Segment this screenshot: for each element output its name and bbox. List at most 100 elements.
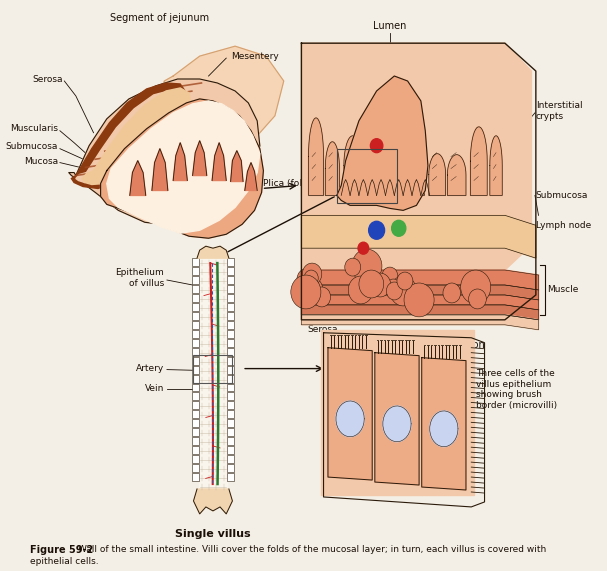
Polygon shape bbox=[447, 155, 466, 195]
Polygon shape bbox=[302, 285, 538, 300]
Polygon shape bbox=[302, 315, 538, 330]
Polygon shape bbox=[328, 348, 372, 480]
Polygon shape bbox=[152, 148, 168, 191]
Bar bbox=[227, 419, 234, 427]
Bar bbox=[227, 339, 234, 347]
Polygon shape bbox=[302, 305, 538, 320]
Bar bbox=[227, 294, 234, 302]
Polygon shape bbox=[212, 143, 226, 180]
Circle shape bbox=[382, 267, 398, 285]
Polygon shape bbox=[72, 83, 186, 188]
Bar bbox=[192, 303, 199, 311]
Bar bbox=[227, 446, 234, 454]
Polygon shape bbox=[302, 43, 505, 195]
Circle shape bbox=[390, 276, 416, 306]
Text: Plica (fold): Plica (fold) bbox=[263, 179, 311, 188]
Bar bbox=[194, 355, 232, 383]
Bar bbox=[227, 303, 234, 311]
Polygon shape bbox=[375, 353, 419, 485]
Text: Mucosa: Mucosa bbox=[24, 157, 58, 166]
Bar bbox=[227, 348, 234, 356]
Text: Figure 59-2: Figure 59-2 bbox=[30, 545, 93, 555]
Text: Single villus: Single villus bbox=[175, 529, 251, 539]
Polygon shape bbox=[321, 330, 474, 495]
Circle shape bbox=[404, 283, 434, 317]
Text: Muscle: Muscle bbox=[548, 286, 578, 295]
Polygon shape bbox=[430, 411, 458, 447]
Polygon shape bbox=[383, 406, 411, 442]
Polygon shape bbox=[82, 88, 191, 184]
Circle shape bbox=[352, 249, 382, 283]
Polygon shape bbox=[245, 163, 257, 191]
Polygon shape bbox=[199, 258, 227, 489]
Polygon shape bbox=[325, 142, 339, 195]
Bar bbox=[192, 321, 199, 329]
Bar bbox=[192, 428, 199, 436]
Polygon shape bbox=[107, 101, 260, 234]
Circle shape bbox=[358, 242, 368, 254]
Polygon shape bbox=[308, 118, 324, 195]
Bar bbox=[192, 384, 199, 392]
Bar bbox=[192, 348, 199, 356]
Polygon shape bbox=[406, 121, 424, 195]
Text: Serosa: Serosa bbox=[32, 74, 63, 83]
Bar bbox=[192, 285, 199, 293]
Bar bbox=[192, 258, 199, 266]
Text: Muscularis: Muscularis bbox=[10, 124, 58, 133]
Text: Epithelium
of villus: Epithelium of villus bbox=[115, 268, 164, 288]
Text: Submucosa: Submucosa bbox=[536, 191, 588, 200]
Text: Vein: Vein bbox=[145, 384, 164, 393]
Bar bbox=[192, 455, 199, 463]
Circle shape bbox=[304, 270, 318, 286]
Polygon shape bbox=[194, 489, 232, 514]
Bar bbox=[192, 401, 199, 409]
Circle shape bbox=[302, 263, 322, 285]
Bar bbox=[192, 375, 199, 383]
Circle shape bbox=[386, 282, 402, 300]
Bar bbox=[227, 401, 234, 409]
Text: Interstitial
crypts: Interstitial crypts bbox=[536, 101, 583, 120]
Polygon shape bbox=[302, 295, 538, 310]
Bar bbox=[192, 365, 199, 373]
Circle shape bbox=[370, 139, 383, 152]
Polygon shape bbox=[385, 146, 404, 195]
Circle shape bbox=[397, 272, 413, 290]
Circle shape bbox=[291, 275, 321, 309]
Text: epithelial cells.: epithelial cells. bbox=[30, 557, 98, 566]
Text: Segment of jejunum: Segment of jejunum bbox=[110, 13, 209, 23]
Circle shape bbox=[348, 276, 373, 304]
Bar bbox=[337, 148, 397, 203]
Bar bbox=[227, 312, 234, 320]
Bar bbox=[192, 473, 199, 481]
Bar bbox=[192, 357, 199, 365]
Bar bbox=[192, 312, 199, 320]
Bar bbox=[227, 384, 234, 392]
Circle shape bbox=[461, 270, 490, 304]
Polygon shape bbox=[130, 160, 146, 195]
Polygon shape bbox=[101, 99, 263, 238]
Polygon shape bbox=[302, 43, 531, 270]
Bar bbox=[227, 375, 234, 383]
Text: Serosa: Serosa bbox=[308, 325, 338, 334]
Text: Three-dimensional magnification
of jejunal wall: Three-dimensional magnification of jejun… bbox=[324, 340, 484, 361]
Bar bbox=[192, 267, 199, 275]
Bar bbox=[227, 267, 234, 275]
Bar bbox=[192, 330, 199, 337]
Bar bbox=[227, 357, 234, 365]
Bar bbox=[227, 258, 234, 266]
Bar bbox=[227, 473, 234, 481]
Text: Plica (fold): Plica (fold) bbox=[458, 57, 506, 66]
Bar bbox=[192, 464, 199, 472]
Polygon shape bbox=[197, 246, 229, 258]
Text: Three cells of the
villus epithelium
showing brush
border (microvilli): Three cells of the villus epithelium sho… bbox=[476, 369, 557, 409]
Polygon shape bbox=[302, 270, 538, 290]
Polygon shape bbox=[337, 76, 428, 210]
Circle shape bbox=[385, 279, 401, 297]
Polygon shape bbox=[76, 91, 178, 183]
Circle shape bbox=[313, 287, 331, 307]
Polygon shape bbox=[364, 138, 382, 195]
Circle shape bbox=[345, 258, 361, 276]
Circle shape bbox=[303, 278, 323, 300]
Text: Submucosa: Submucosa bbox=[6, 142, 58, 151]
Circle shape bbox=[297, 269, 314, 289]
